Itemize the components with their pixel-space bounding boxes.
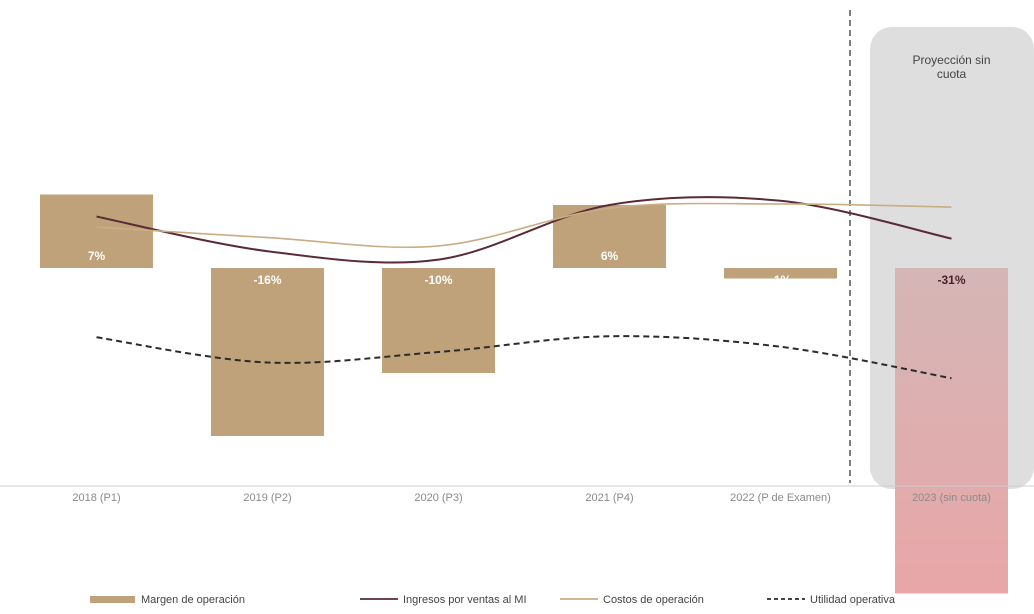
series-line-utilidad-operativa <box>96 335 952 380</box>
bar-label: 7% <box>88 249 106 263</box>
bar-label: -31% <box>937 273 965 287</box>
bar-2020-p3- <box>382 268 495 373</box>
x-tick-label: 2018 (P1) <box>72 492 120 504</box>
legend-label: Utilidad operativa <box>810 594 896 606</box>
bar-label: 6% <box>601 249 619 263</box>
x-tick-label: 2022 (P de Examen) <box>730 492 831 504</box>
bar-2018-p1- <box>40 194 153 268</box>
x-tick-label: 2021 (P4) <box>585 492 633 504</box>
bar-label: -10% <box>424 273 452 287</box>
legend-label: Ingresos por ventas al MI <box>403 594 527 606</box>
bar-label: -1% <box>770 273 792 287</box>
legend-label: Margen de operación <box>141 594 245 606</box>
bar-2022-p-de-examen- <box>724 268 837 279</box>
legend-swatch-bar <box>90 596 135 603</box>
projection-label: Proyección sin cuota <box>912 53 990 81</box>
x-tick-label: 2020 (P3) <box>414 492 462 504</box>
series-line-costos-de-operaci-n <box>96 202 952 249</box>
x-tick-label: 2019 (P2) <box>243 492 291 504</box>
legend-label: Costos de operación <box>603 594 704 606</box>
x-tick-label: 2023 (sin cuota) <box>912 492 991 504</box>
bar-2019-p2- <box>211 268 324 436</box>
series-line-ingresos-por-ventas-al-mi <box>96 196 952 264</box>
bar-label: -16% <box>253 273 281 287</box>
bar-2023-sin-cuota- <box>895 268 1008 594</box>
